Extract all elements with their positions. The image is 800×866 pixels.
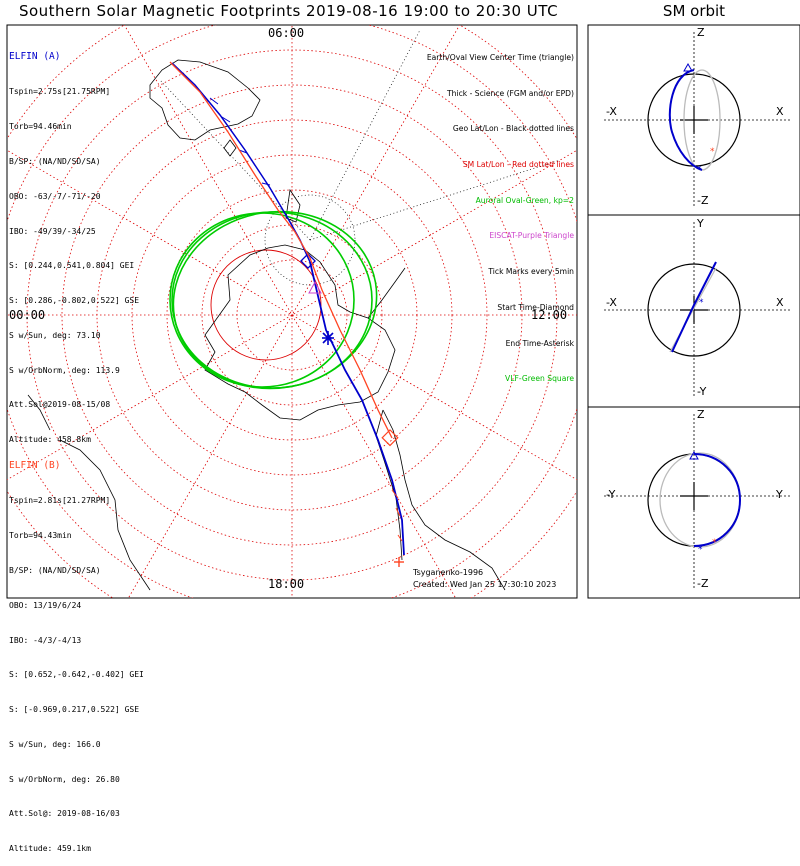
madagascar-coast — [27, 394, 51, 431]
eiscat-triangle — [308, 280, 322, 294]
elfin-b-line: S: [0.652,-0.642,-0.402] GEI — [9, 670, 144, 680]
legend-entry: Geo Lat/Lon - Black dotted lines — [452, 124, 574, 134]
south-america-outline — [382, 409, 506, 591]
orbit-title: SM orbit — [662, 2, 726, 20]
elfin-a-line: Att.Sol@2019-08-15/08 — [9, 400, 111, 410]
legend-entry: Thick - Science (FGM and/or EPD) — [447, 88, 574, 98]
elfin-a-end-asterisk — [322, 331, 334, 345]
earth-circle — [647, 263, 741, 357]
legend-entry: VLF-Green Square — [505, 374, 574, 384]
elfin-b-line: Tspin=2.81s[21.27RPM] — [9, 496, 111, 506]
orbit-xy-bottom-label: -Y — [697, 385, 707, 398]
elfin-a-info: ELFIN (A) Tspin=2.75s[21.75RPM] Torb=94.… — [9, 28, 139, 457]
legend-entry: Auroral Oval-Green, kp=2 — [475, 195, 574, 205]
elfin-a-line: OBO: -63/-7/-71/-20 — [9, 191, 101, 201]
elfin-a-line: S w/OrbNorm, deg: 113.9 — [9, 365, 120, 375]
auroral-oval-mid — [169, 212, 355, 388]
elfin-b-line: OBO: 13/19/6/24 — [9, 600, 82, 610]
elfin-b-line: S w/OrbNorm, deg: 26.80 — [9, 774, 120, 784]
elfin-b-line: Torb=94.43min — [9, 531, 72, 541]
orbit-yz-left-label: -Y — [606, 488, 616, 501]
elfin-b-track — [169, 61, 404, 567]
africa-outline — [59, 439, 151, 591]
orbit-yz-bottom-label: -Z — [697, 577, 709, 590]
elfin-a-line: S w/Sun, deg: 73.10 — [9, 330, 101, 340]
created-timestamp: Created: Wed Jan 25 17:30:10 2023 — [413, 580, 557, 589]
coastlines — [27, 59, 506, 591]
elfin-a-line: Tspin=2.75s[21.75RPM] — [9, 87, 111, 97]
elfin-a-orbit — [668, 69, 703, 171]
chart-title: Southern Solar Magnetic Footprints 2019-… — [18, 2, 559, 20]
polar-map — [7, 25, 577, 598]
orbit-plots: * * * * * — [604, 32, 790, 590]
legend-entry: Tick Marks every 5min — [488, 267, 574, 277]
elfin-b-line: B/SP: (NA/ND/SD/SA) — [9, 565, 101, 575]
orbit-xz-bottom-label: -Z — [697, 194, 709, 207]
orbit-yz-top-label: Z — [697, 408, 705, 421]
elfin-b-line: Altitude: 459.1km — [9, 844, 91, 854]
orbit-xy-right-label: X — [776, 296, 784, 309]
elfin-a-line: IBO: -49/39/-34/25 — [9, 226, 96, 236]
elfin-a-name: ELFIN (A) — [9, 51, 61, 63]
elfin-b-line: S w/Sun, deg: 166.0 — [9, 739, 101, 749]
tasmania-outline — [223, 139, 237, 157]
legend-entry: Start Time-Diamond — [497, 302, 574, 312]
legend: Earth/Oval View Center Time (triangle) T… — [427, 28, 574, 397]
orbit-xz-right-label: X — [776, 105, 784, 118]
svg-text:*: * — [712, 538, 717, 548]
legend-entry: End Time-Asterisk — [505, 338, 574, 348]
south-america-west — [375, 409, 403, 561]
elfin-b-line: Att.Sol@: 2019-08-16/03 — [9, 809, 120, 819]
auroral-oval — [169, 210, 378, 390]
elfin-a-line: Altitude: 458.8km — [9, 435, 91, 445]
elfin-b-name: ELFIN (B) — [9, 460, 61, 472]
elfin-a-orbit — [671, 261, 717, 353]
legend-entry: SM Lat/Lon - Red dotted lines — [462, 159, 574, 169]
elfin-a-orbit — [693, 453, 742, 547]
lt-label-top: 06:00 — [268, 26, 305, 40]
svg-text:*: * — [699, 298, 704, 308]
model-credit: Tsyganenko-1996 — [413, 568, 484, 577]
lt-label-left: 00:00 — [9, 308, 46, 322]
orbit-yz-right-label: Y — [776, 488, 783, 501]
elfin-a-line: Torb=94.46min — [9, 122, 72, 132]
svg-text:*: * — [710, 147, 715, 157]
lt-label-right: 12:00 — [531, 308, 568, 322]
legend-entry: Earth/Oval View Center Time (triangle) — [426, 52, 574, 62]
svg-text:*: * — [698, 545, 703, 555]
elfin-b-end-asterisk — [394, 557, 404, 567]
elfin-a-line: S: [0.244,0.541,0.804] GEI — [9, 261, 135, 271]
geo-grid — [159, 29, 561, 286]
orbit-xy-left-label: -X — [606, 296, 617, 309]
svg-text:*: * — [697, 165, 702, 175]
elfin-a-start-diamond — [300, 253, 316, 269]
lt-label-bottom: 18:00 — [268, 577, 305, 591]
orbit-panel-xy: * — [604, 222, 790, 398]
orbit-xy-top-label: Y — [697, 217, 704, 230]
orbit-panel-yz: * * — [604, 414, 790, 590]
orbit-xz-top-label: Z — [697, 26, 705, 39]
elfin-a-line: S: [0.286,-0.802,0.522] GSE — [9, 296, 140, 306]
elfin-b-start-diamond — [381, 429, 399, 447]
orbit-panel-xz: * * — [604, 32, 790, 208]
elfin-b-line: IBO: -4/3/-4/13 — [9, 635, 82, 645]
elfin-b-line: S: [-0.969,0.217,0.522] GSE — [9, 705, 140, 715]
orbit-xz-left-label: -X — [606, 105, 617, 118]
new-zealand-outline — [285, 188, 301, 223]
australia-outline — [149, 59, 261, 141]
orbit-frame — [587, 24, 800, 599]
legend-entry: EISCAT-Purple Triangle — [489, 231, 574, 241]
elfin-a-line: B/SP: (NA/ND/SD/SA) — [9, 156, 101, 166]
sm-meridians — [7, 25, 577, 598]
